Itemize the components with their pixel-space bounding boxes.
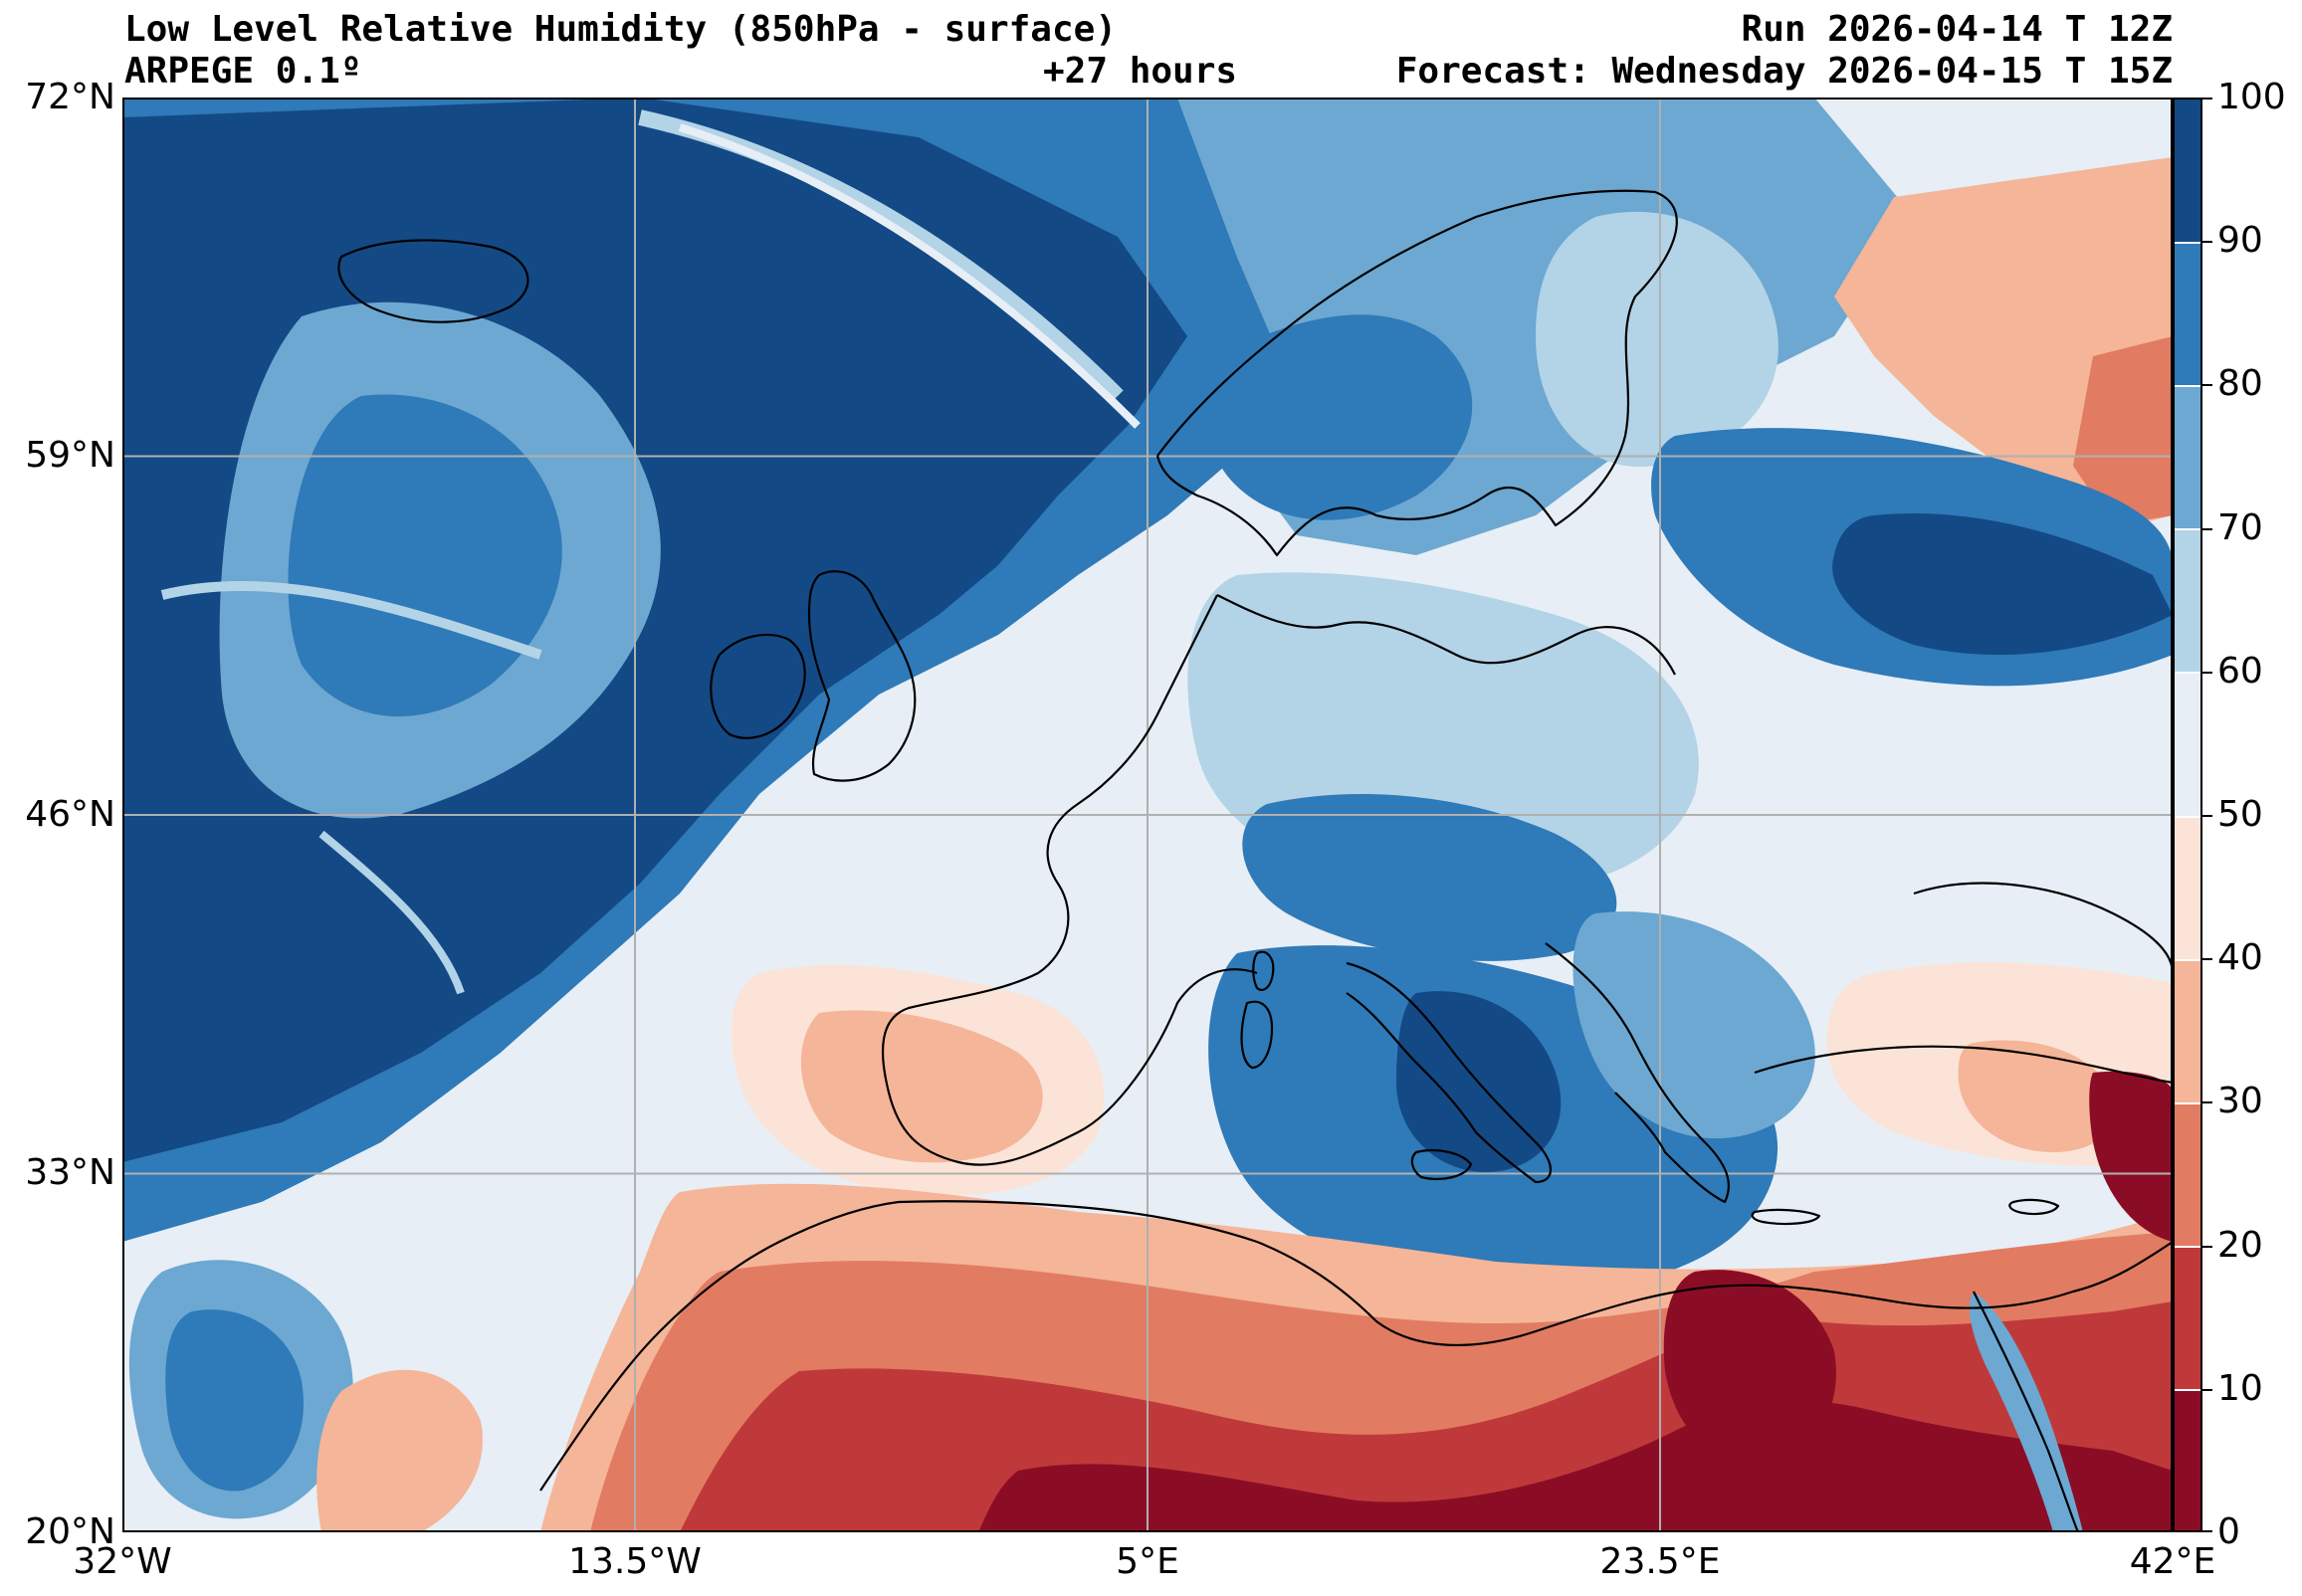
colorbar-level-70-80 (2175, 386, 2200, 530)
field-turkey-drier (1958, 1040, 2115, 1152)
colorbar-level-20-30 (2175, 1103, 2200, 1248)
colorbar-label-80: 80 (2217, 363, 2263, 404)
colorbar-divider (2175, 1246, 2200, 1248)
colorbar-level-90-100 (2175, 100, 2200, 244)
colorbar-tick-80 (2202, 384, 2212, 386)
coastline-iceland (337, 239, 529, 323)
colorbar-divider (2175, 1102, 2200, 1104)
colorbar-label-20: 20 (2217, 1225, 2263, 1266)
colorbar-label-40: 40 (2217, 937, 2263, 978)
coastline-black-sea (1913, 882, 2173, 974)
field-libya-driest (1663, 1270, 1836, 1463)
field-scandinavia-humid (1203, 314, 1473, 520)
humidity-map[interactable] (122, 98, 2173, 1532)
colorbar-label-60: 60 (2217, 651, 2263, 692)
colorbar-tick-10 (2202, 1389, 2212, 1391)
colorbar-level-0-10 (2175, 1390, 2200, 1530)
colorbar-level-80-90 (2175, 243, 2200, 387)
lat-label-20n: 20°N (25, 1511, 115, 1552)
coastline-scandinavia (1155, 189, 1678, 557)
colorbar-divider (2175, 816, 2200, 818)
colorbar-label-50: 50 (2217, 794, 2263, 835)
field-sinai-driest (2089, 1071, 2173, 1242)
field-ne-drier (2073, 336, 2173, 525)
coastline-mainland-europe (881, 594, 1676, 1166)
colorbar-divider (2175, 242, 2200, 244)
coastline-red-sea (1973, 1291, 2080, 1532)
coastlines (337, 189, 2173, 1532)
field-atlantic-white-streak (678, 123, 1141, 429)
lead-time: +27 hours (1043, 51, 1238, 92)
coastline-great-britain (807, 570, 917, 782)
colorbar-level-40-50 (2175, 817, 2200, 961)
colorbar-tick-40 (2202, 958, 2212, 960)
lat-label-46n: 46°N (25, 794, 115, 835)
run-time: Run 2026-04-14 T 12Z (1741, 9, 2173, 50)
coastline-ireland (710, 633, 806, 739)
forecast-valid-time: Forecast: Wednesday 2026-04-15 T 15Z (1395, 51, 2173, 92)
field-alps-humid (1242, 794, 1617, 961)
colorbar-level-60-70 (2175, 529, 2200, 674)
colorbar-tick-0 (2202, 1530, 2212, 1532)
colorbar-tick-60 (2202, 672, 2212, 674)
humidity-colorbar (2173, 98, 2202, 1532)
colorbar-tick-70 (2202, 528, 2212, 530)
coastline-balkans-greece (1545, 942, 1730, 1204)
coastline-turkey (1754, 1045, 2173, 1085)
field-atlantic-streak-3 (318, 830, 465, 995)
colorbar-tick-50 (2202, 815, 2212, 817)
colorbar-label-0: 0 (2217, 1511, 2240, 1552)
field-balkans-humid (1572, 911, 1815, 1139)
lat-label-59n: 59°N (25, 435, 115, 476)
map-title: Low Level Relative Humidity (850hPa - su… (124, 9, 1117, 50)
colorbar-label-100: 100 (2217, 77, 2286, 117)
coastline-north-africa (539, 1200, 2173, 1492)
colorbar-divider (2175, 1389, 2200, 1391)
colorbar-level-10-20 (2175, 1247, 2200, 1391)
colorbar-divider (2175, 528, 2200, 530)
lon-label-23-5e: 23.5°E (1599, 1541, 1721, 1582)
colorbar-divider (2175, 672, 2200, 674)
coastline-corsica (1252, 950, 1275, 991)
lon-label-32w: 32°W (73, 1541, 172, 1582)
coastline-italy (1346, 961, 1552, 1184)
colorbar-label-70: 70 (2217, 507, 2263, 548)
field-finland-light (1536, 211, 1779, 468)
model-name: ARPEGE 0.1º (124, 51, 362, 92)
coastline-sardinia (1240, 1000, 1274, 1070)
lat-label-33n: 33°N (25, 1152, 115, 1193)
colorbar-tick-90 (2202, 241, 2212, 243)
lat-label-72n: 72°N (25, 77, 115, 117)
lon-label-42e: 42°E (2129, 1541, 2216, 1582)
colorbar-divider (2175, 959, 2200, 961)
field-romania-light (1735, 827, 1896, 973)
field-sw-humid-blob-2 (165, 1309, 304, 1492)
field-east-europe-veryhumid (1832, 513, 2173, 655)
colorbar-tick-100 (2202, 98, 2212, 100)
coastline-sicily (1410, 1148, 1473, 1181)
field-iberia-drier (800, 1010, 1043, 1163)
coastline-cyprus (2008, 1198, 2060, 1216)
field-sw-moderate (316, 1369, 483, 1532)
lon-label-5e: 5°E (1116, 1541, 1179, 1582)
graticule (122, 98, 2173, 1532)
field-sahara-driest (978, 1400, 2173, 1532)
colorbar-level-50-60 (2175, 673, 2200, 817)
colorbar-label-10: 10 (2217, 1368, 2263, 1409)
colorbar-label-30: 30 (2217, 1081, 2263, 1121)
colorbar-divider (2175, 385, 2200, 387)
field-red-sea-humid (1969, 1292, 2083, 1532)
colorbar-level-30-40 (2175, 960, 2200, 1104)
colorbar-tick-20 (2202, 1246, 2212, 1248)
colorbar-label-90: 90 (2217, 220, 2263, 261)
coastline-crete (1751, 1208, 1821, 1226)
lon-label-13-5w: 13.5°W (568, 1541, 702, 1582)
humidity-field (122, 98, 2173, 1532)
field-atlantic-streak-2 (160, 580, 542, 660)
colorbar-tick-30 (2202, 1101, 2212, 1103)
